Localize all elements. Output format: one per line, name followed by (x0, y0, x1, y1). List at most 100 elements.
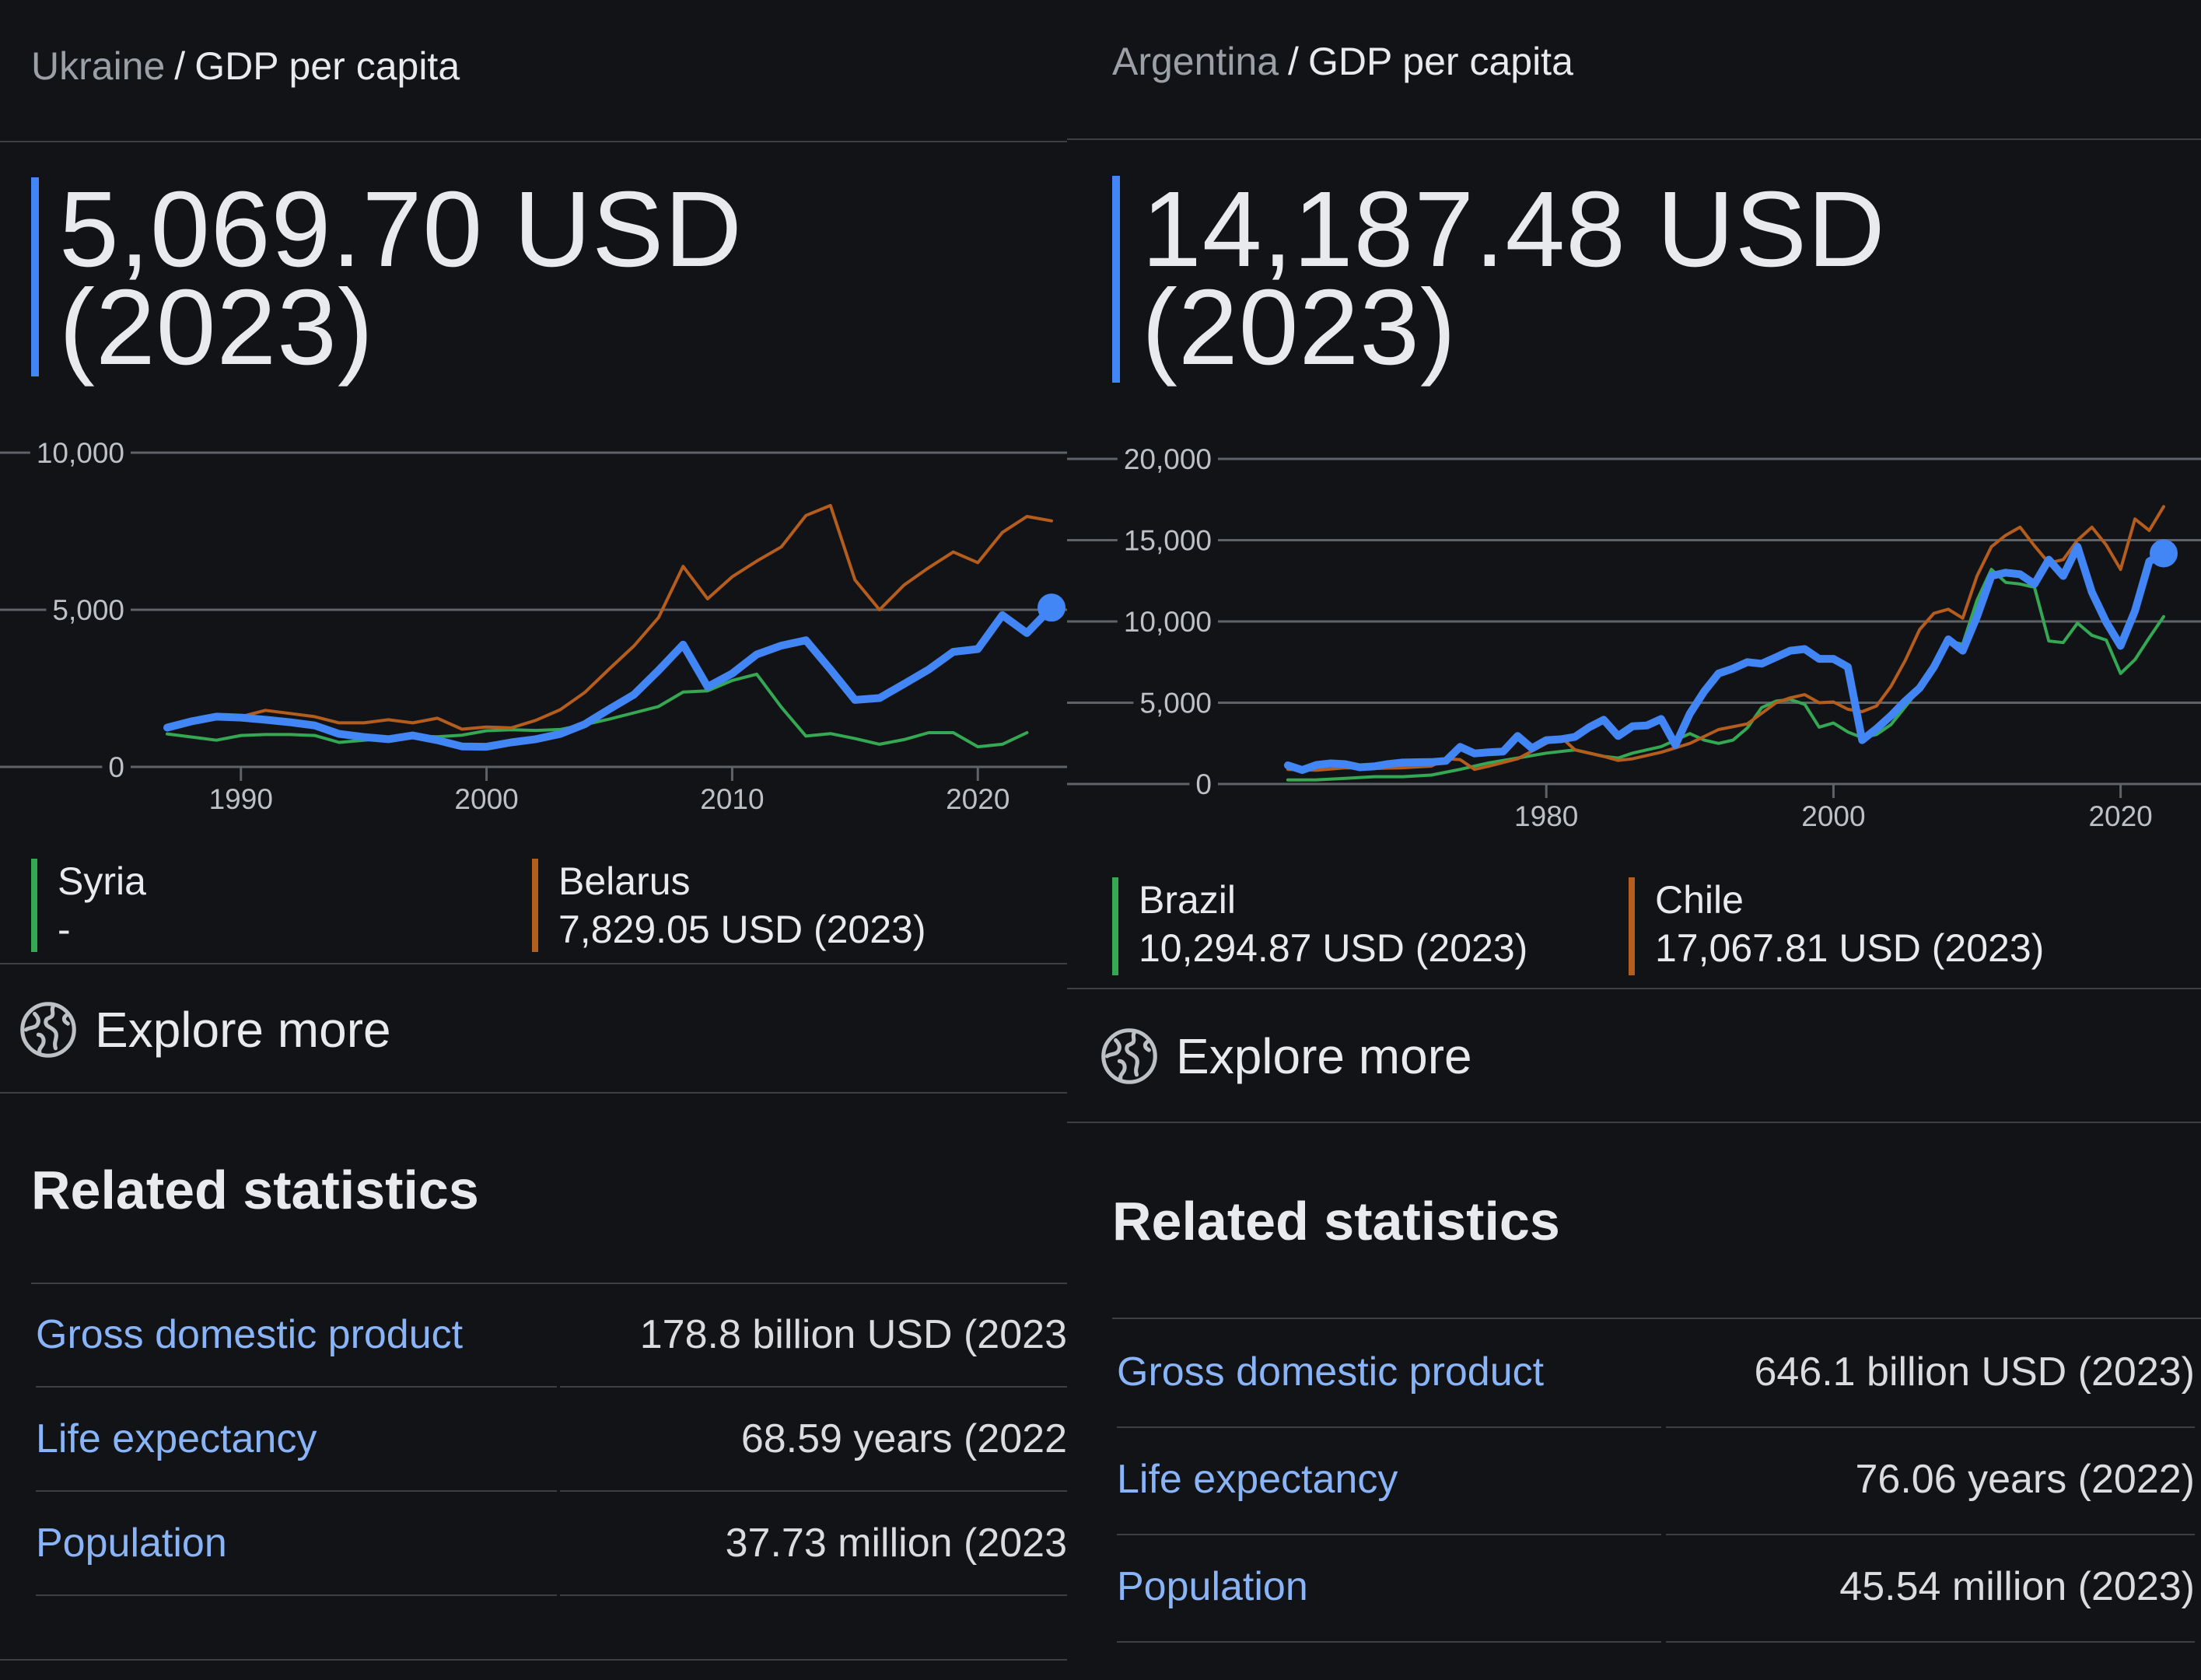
tick-label-backdrop (30, 436, 131, 471)
breadcrumb-country[interactable]: Ukraine (31, 44, 166, 88)
legend-value: 17,067.81 USD (2023) (1655, 926, 2045, 970)
stat-name-link[interactable]: Population (1117, 1564, 1308, 1609)
stat-value: 68.59 years (2022 (740, 1416, 1067, 1461)
stat-value: 76.06 years (2022) (1855, 1457, 2196, 1502)
gdp-per-capita-chart: 0 5,000 10,000 1990 2000 2010 2020 (0, 436, 1067, 815)
legend-color-bar (532, 859, 538, 952)
headline-value: 5,069.70 USD (2023) (59, 176, 743, 387)
stat-name-link[interactable]: Gross domestic product (1117, 1349, 1545, 1395)
breadcrumb-metric: GDP per capita (1307, 40, 1573, 83)
stat-name-link[interactable]: Population (36, 1521, 227, 1566)
legend-color-bar (1112, 877, 1118, 975)
y-tick-label: 20,000 (1124, 443, 1212, 475)
series-line-argentina[interactable] (1283, 542, 2168, 774)
legend-color-bar (31, 859, 37, 952)
series-line-ukraine[interactable] (163, 604, 1055, 751)
breadcrumb: Argentina / GDP per capita (1112, 39, 1573, 84)
legend-value: 10,294.87 USD (2023) (1139, 926, 1528, 970)
divider (0, 141, 1067, 142)
divider (31, 1283, 1067, 1284)
y-tick-label: 5,000 (52, 594, 124, 626)
argentina-panel: Argentina / GDP per capita 14,187.48 USD (… (1067, 0, 2201, 1680)
related-stat-row: Gross domestic product 178.8 billion USD… (36, 1283, 1067, 1388)
legend-name: Syria (58, 859, 146, 903)
gdp-per-capita-chart: 0 5,000 10,000 15,000 20,000 1980 2000 2020 (1067, 442, 2201, 832)
x-tick-label: 2020 (946, 783, 1010, 815)
stat-value: 178.8 billion USD (2023 (639, 1312, 1067, 1357)
headline-value-year: (2023) (59, 268, 374, 387)
y-tick-label: 15,000 (1124, 525, 1212, 557)
divider (0, 963, 1067, 964)
x-tick-label: 1980 (1514, 800, 1578, 832)
ukraine-panel: Ukraine / GDP per capita 5,069.70 USD (202… (0, 0, 1067, 1680)
legend-name: Chile (1655, 878, 1744, 922)
y-tick-label: 0 (1195, 768, 1212, 800)
headline-value-year: (2023) (1142, 268, 1457, 387)
related-stat-row: Life expectancy 76.06 years (2022) (1117, 1428, 2195, 1535)
headline-value: 14,187.48 USD (2023) (1142, 170, 1886, 387)
legend-item-brazil[interactable]: Brazil 10,294.87 USD (2023) (1112, 877, 1579, 975)
latest-value-marker[interactable] (2150, 539, 2178, 568)
series-line-belarus (239, 503, 1053, 731)
legend-name: Belarus (558, 859, 691, 903)
x-tick-label: 2000 (454, 783, 518, 815)
related-statistics-heading: Related statistics (1112, 1191, 1560, 1251)
row-divider (560, 1386, 1067, 1388)
legend-item-chile[interactable]: Chile 17,067.81 USD (2023) (1629, 877, 2173, 975)
row-divider (1666, 1426, 2195, 1428)
stat-name-link[interactable]: Gross domestic product (36, 1312, 464, 1357)
row-divider (36, 1386, 557, 1388)
explore-more-label: Explore more (1176, 1028, 1472, 1084)
row-divider (1666, 1641, 2195, 1643)
globe-icon (1101, 1028, 1157, 1084)
breadcrumb-separator: / (1288, 40, 1299, 83)
x-tick-label: 2000 (1801, 800, 1865, 832)
legend-item-syria[interactable]: Syria - (31, 859, 498, 952)
tick-label-backdrop (1117, 442, 1218, 477)
tick-label-backdrop (1189, 767, 1218, 802)
divider (1067, 138, 2201, 140)
divider (0, 1092, 1067, 1094)
explore-more-link[interactable]: Explore more (19, 1000, 391, 1059)
explore-more-label: Explore more (95, 1002, 391, 1058)
row-divider (1117, 1426, 1661, 1428)
tick-label-backdrop (46, 593, 131, 628)
related-stat-row: Life expectancy 68.59 years (2022 (36, 1388, 1067, 1492)
divider (1112, 1318, 2201, 1319)
legend-name: Brazil (1139, 878, 1237, 922)
headline-value-amount: 14,187.48 USD (1142, 170, 1886, 289)
x-tick-label: 1990 (209, 783, 273, 815)
y-tick-label: 0 (108, 751, 124, 783)
latest-value-marker[interactable] (1038, 593, 1066, 622)
headline-accent-bar (31, 177, 39, 376)
tick-label-backdrop (102, 750, 131, 785)
stat-name-link[interactable]: Life expectancy (1117, 1457, 1398, 1502)
row-divider (1666, 1534, 2195, 1535)
related-stat-row: Population 45.54 million (2023) (1117, 1535, 2195, 1643)
series-line-chile (1286, 505, 2165, 772)
row-divider (36, 1490, 557, 1492)
x-tick-label: 2020 (2088, 800, 2152, 832)
stat-value: 646.1 billion USD (2023) (1754, 1349, 2195, 1395)
globe-icon (20, 1002, 76, 1058)
divider (1067, 988, 2201, 989)
stat-name-link[interactable]: Life expectancy (36, 1416, 317, 1461)
legend-value: - (58, 908, 71, 951)
legend-item-belarus[interactable]: Belarus 7,829.05 USD (2023) (532, 859, 1045, 952)
tick-label-backdrop (1133, 685, 1218, 721)
y-tick-label: 10,000 (1124, 606, 1212, 638)
explore-more-link[interactable]: Explore more (1100, 1027, 1472, 1086)
stat-value: 45.54 million (2023) (1839, 1564, 2195, 1609)
breadcrumb-country[interactable]: Argentina (1112, 40, 1279, 83)
breadcrumb-separator: / (174, 44, 186, 88)
row-divider (1117, 1534, 1661, 1535)
breadcrumb: Ukraine / GDP per capita (31, 44, 460, 89)
tick-label-backdrop (1117, 523, 1218, 558)
series-line-syria (166, 672, 1029, 749)
x-tick-label: 2010 (700, 783, 764, 815)
row-divider (1117, 1641, 1661, 1643)
divider (0, 1659, 1067, 1661)
y-tick-label: 10,000 (37, 437, 124, 469)
row-divider (560, 1594, 1067, 1596)
related-stat-row: Gross domestic product 646.1 billion USD… (1117, 1321, 2195, 1428)
